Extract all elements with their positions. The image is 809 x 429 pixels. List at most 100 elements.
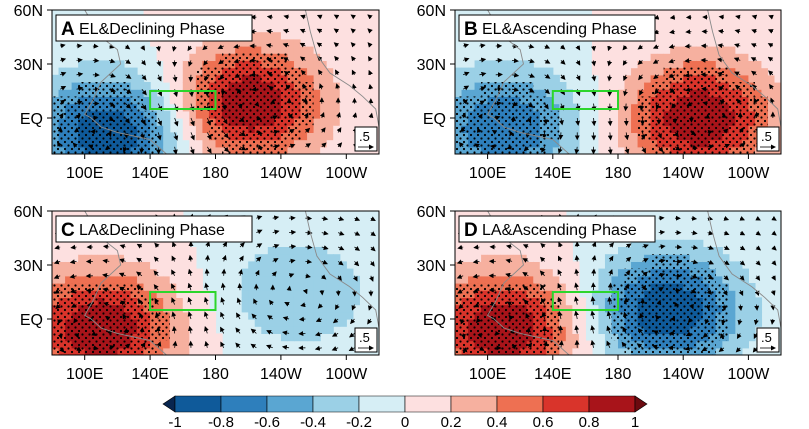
field-cell [572, 326, 580, 334]
field-cell [91, 239, 99, 248]
field-cell [261, 254, 269, 262]
field-cell [202, 340, 210, 349]
wind-vector [140, 60, 146, 66]
wind-vector [719, 99, 725, 105]
field-cell [261, 17, 269, 25]
wind-vector [559, 44, 566, 50]
wind-vector [655, 103, 661, 110]
field-cell [767, 103, 776, 112]
significance-stipple [650, 82, 664, 97]
field-cell [644, 67, 652, 76]
lon-tick-label: 140W [260, 366, 303, 383]
field-cell [241, 268, 249, 277]
field-cell [143, 290, 151, 298]
panel-title: A EL&Declining Phase [55, 14, 253, 42]
wind-vector [505, 244, 513, 250]
significance-stipple [468, 326, 482, 341]
field-cell [293, 24, 302, 33]
field-cell [307, 10, 315, 18]
wind-vector [752, 347, 758, 353]
field-cell [293, 290, 302, 298]
field-cell [572, 290, 580, 298]
field-cell [715, 261, 723, 270]
field-cell [552, 103, 560, 112]
field-cell [137, 89, 145, 97]
field-cell [71, 89, 79, 97]
field-cell [598, 110, 606, 119]
field-cell [372, 96, 379, 105]
field-cell [702, 247, 710, 255]
wind-vector [642, 271, 648, 277]
wind-vector [557, 269, 563, 276]
wind-vector [755, 275, 761, 281]
significance-stipple [520, 283, 534, 298]
field-cell [293, 268, 302, 277]
field-cell [481, 67, 489, 76]
wind-vector [574, 146, 580, 154]
significance-stipple [676, 67, 690, 82]
lon-tick-label: 140E [534, 165, 571, 182]
field-cell [722, 31, 730, 40]
wind-vector [171, 325, 177, 334]
field-cell [176, 96, 184, 105]
wind-vector [333, 42, 340, 48]
field-cell [520, 67, 528, 76]
wind-vector [57, 318, 63, 325]
wind-vector [256, 229, 263, 235]
field-cell [598, 96, 606, 105]
field-cell [546, 96, 554, 105]
field-cell [346, 275, 354, 284]
field-cell [261, 311, 269, 320]
field-cell [352, 118, 360, 126]
field-cell [150, 89, 158, 97]
field-cell [320, 38, 328, 47]
field-cell [339, 139, 347, 148]
field-cell [487, 275, 495, 284]
field-cell [110, 211, 118, 219]
field-cell [487, 268, 495, 277]
field-cell [657, 239, 665, 248]
field-cell [774, 89, 781, 97]
significance-stipple [104, 340, 118, 355]
field-cell [189, 38, 197, 47]
significance-stipple [650, 268, 664, 283]
field-cell [287, 261, 295, 270]
field-cell [604, 125, 613, 133]
wind-vector [684, 58, 692, 64]
field-cell [248, 304, 256, 313]
wind-vector [702, 101, 708, 106]
field-cell [346, 38, 354, 47]
field-cell [339, 96, 347, 105]
field-cell [572, 139, 580, 148]
wind-vector [122, 313, 128, 320]
field-cell [481, 247, 489, 255]
wind-vector [512, 58, 519, 64]
wind-vector [256, 130, 263, 136]
field-cell [533, 275, 541, 284]
significance-stipple [494, 297, 508, 312]
field-cell [591, 38, 600, 47]
field-cell [195, 10, 204, 18]
field-cell [689, 46, 697, 54]
significance-stipple [507, 125, 521, 140]
field-cell [176, 60, 184, 69]
wind-vector [124, 44, 131, 50]
field-cell [339, 10, 347, 18]
wind-vector [723, 143, 731, 149]
field-cell [339, 275, 347, 284]
wind-vector [690, 288, 697, 294]
wind-vector [138, 312, 144, 320]
wind-vector [367, 28, 373, 34]
field-cell [715, 60, 723, 69]
field-cell [307, 53, 315, 61]
field-cell [156, 139, 164, 148]
field-cell [598, 89, 606, 97]
wind-vector [511, 87, 519, 93]
field-cell [176, 46, 184, 54]
wind-vector [239, 242, 245, 248]
colorbar-swatch [358, 395, 406, 413]
wind-vector [721, 304, 727, 311]
field-cell [722, 340, 730, 349]
wind-vector [771, 245, 777, 251]
field-cell [500, 239, 508, 248]
